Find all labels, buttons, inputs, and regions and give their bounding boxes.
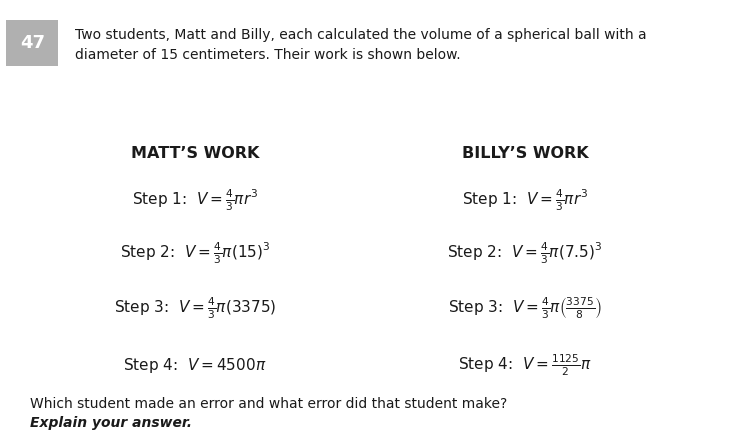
Text: Step 1:  $V = \frac{4}{3}\pi r^3$: Step 1: $V = \frac{4}{3}\pi r^3$ [132,187,258,213]
Text: Step 2:  $V = \frac{4}{3}\pi(15)^3$: Step 2: $V = \frac{4}{3}\pi(15)^3$ [120,240,270,266]
Text: Explain your answer.: Explain your answer. [30,416,192,430]
FancyBboxPatch shape [6,20,59,66]
Text: 47: 47 [20,34,45,52]
Text: Step 2:  $V = \frac{4}{3}\pi(7.5)^3$: Step 2: $V = \frac{4}{3}\pi(7.5)^3$ [447,240,603,266]
Text: Which student made an error and what error did that student make?: Which student made an error and what err… [30,397,507,411]
Text: Step 1:  $V = \frac{4}{3}\pi r^3$: Step 1: $V = \frac{4}{3}\pi r^3$ [462,187,588,213]
Text: Step 4:  $V = 4500\pi$: Step 4: $V = 4500\pi$ [123,356,267,375]
Text: Step 3:  $V = \frac{4}{3}\pi\left(\frac{3375}{8}\right)$: Step 3: $V = \frac{4}{3}\pi\left(\frac{3… [448,295,602,321]
Text: diameter of 15 centimeters. Their work is shown below.: diameter of 15 centimeters. Their work i… [75,48,460,62]
Text: BILLY’S WORK: BILLY’S WORK [462,147,588,161]
Text: Step 4:  $V = \frac{1125}{2}\pi$: Step 4: $V = \frac{1125}{2}\pi$ [458,352,592,378]
Text: Two students, Matt and Billy, each calculated the volume of a spherical ball wit: Two students, Matt and Billy, each calcu… [75,28,646,42]
Text: Step 3:  $V = \frac{4}{3}\pi(3375)$: Step 3: $V = \frac{4}{3}\pi(3375)$ [114,295,276,321]
Text: MATT’S WORK: MATT’S WORK [130,147,260,161]
